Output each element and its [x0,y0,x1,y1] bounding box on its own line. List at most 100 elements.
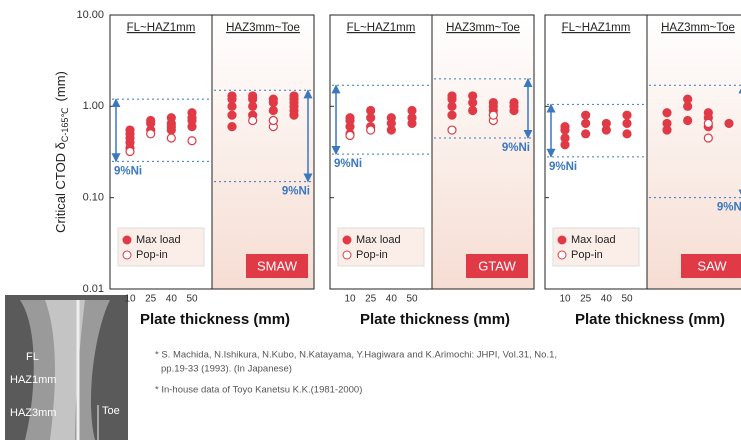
haz-shade [647,15,741,289]
max-load-point [561,134,569,142]
y-tick-label: 10.00 [76,9,104,21]
x-tick-label: 40 [601,294,613,305]
micro-label: FL [26,351,39,363]
x-axis-label: Plate thickness (mm) [360,311,510,328]
pop-in-point [704,134,712,142]
max-load-point [582,111,590,119]
max-load-point [228,123,236,131]
figure: FL HAZ1mm HAZ3mm Toe * S. Machida, N.Ish… [0,0,741,444]
max-load-point [228,92,236,100]
max-load-point [684,95,692,103]
panel-title: HAZ3mm~Toe [226,22,300,34]
pop-in-point [367,126,375,134]
legend-marker [343,251,351,259]
x-tick-label: 25 [365,294,377,305]
x-tick-label: 40 [166,294,178,305]
micro-label: HAZ3mm [10,407,56,419]
legend-label: Max load [571,234,616,246]
y-axis-label-sub: C-165℃ [60,107,70,142]
max-load-point [623,119,631,127]
reference: pp.19-33 (1993). (In Japanese) [161,364,292,375]
page: {"chart_data": [ {"type": "scatter", "pr… [0,0,741,444]
band-label: 9%Ni [549,161,577,173]
pop-in-point [269,116,277,124]
max-load-point [269,95,277,103]
max-load-point [346,114,354,122]
panel-title: FL~HAZ1mm [347,22,416,34]
band-label: 9%Ni [282,186,310,198]
y-tick-label: 0.01 [83,283,104,295]
max-load-point [387,114,395,122]
max-load-point [228,111,236,119]
max-load-point [147,116,155,124]
process-label: SMAW [257,258,298,273]
micro-label: HAZ1mm [10,374,56,386]
x-tick-label: 10 [559,294,571,305]
panel-title: FL~HAZ1mm [127,22,196,34]
max-load-point [448,92,456,100]
y-axis-label: Critical CTOD δC-165℃ (mm) [53,71,70,233]
micro-label: Toe [102,405,120,417]
x-tick-label: 10 [124,294,136,305]
x-tick-label: 40 [386,294,398,305]
max-load-point [269,107,277,115]
reference: * In-house data of Toyo Kanetsu K.K.(198… [155,385,362,396]
max-load-point [469,107,477,115]
band-label: 9%Ni [717,202,741,214]
max-load-point [561,123,569,131]
max-load-point [582,119,590,127]
pop-in-point [448,126,456,134]
y-tick-label: 1.00 [83,100,104,112]
panel-title: HAZ3mm~Toe [446,22,520,34]
y-axis-label-main: Critical CTOD δ [53,142,68,233]
y-tick-label: 0.10 [83,192,104,204]
process-label: SAW [697,258,727,273]
max-load-point [408,107,416,115]
legend-marker [343,236,351,244]
y-axis-label-unit: (mm) [53,71,68,101]
panel-title: HAZ3mm~Toe [661,22,735,34]
x-tick-label: 25 [580,294,592,305]
max-load-point [469,92,477,100]
max-load-point [602,119,610,127]
max-load-point [725,119,733,127]
pop-in-point [147,130,155,138]
max-load-point [290,92,298,100]
max-load-point [663,109,671,117]
max-load-point [448,111,456,119]
reference: * S. Machida, N.Ishikura, N.Kubo, N.Kata… [155,350,557,361]
x-tick-label: 25 [145,294,157,305]
legend-marker [558,236,566,244]
max-load-point [663,119,671,127]
process-label: GTAW [478,258,516,273]
x-axis-label: Plate thickness (mm) [140,311,290,328]
pop-in-point [704,119,712,127]
max-load-point [167,114,175,122]
x-tick-label: 50 [406,294,418,305]
max-load-point [126,126,134,134]
legend-marker [558,251,566,259]
max-load-point [623,130,631,138]
legend-marker [123,236,131,244]
pop-in-point [126,148,134,156]
band-label: 9%Ni [114,165,142,177]
band-label: 9%Ni [334,158,362,170]
max-load-point [704,109,712,117]
max-load-point [684,116,692,124]
x-tick-label: 10 [344,294,356,305]
pop-in-point [188,137,196,145]
pop-in-point [489,111,497,119]
max-load-point [582,130,590,138]
max-load-point [249,92,257,100]
x-tick-label: 50 [621,294,633,305]
legend-label: Pop-in [571,249,603,261]
x-tick-label: 50 [186,294,198,305]
max-load-point [167,123,175,131]
legend-marker [123,251,131,259]
x-axis-label: Plate thickness (mm) [575,311,725,328]
panel-title: FL~HAZ1mm [562,22,631,34]
pop-in-point [249,116,257,124]
haz-shade [212,15,314,289]
max-load-point [367,107,375,115]
legend-label: Pop-in [136,249,168,261]
